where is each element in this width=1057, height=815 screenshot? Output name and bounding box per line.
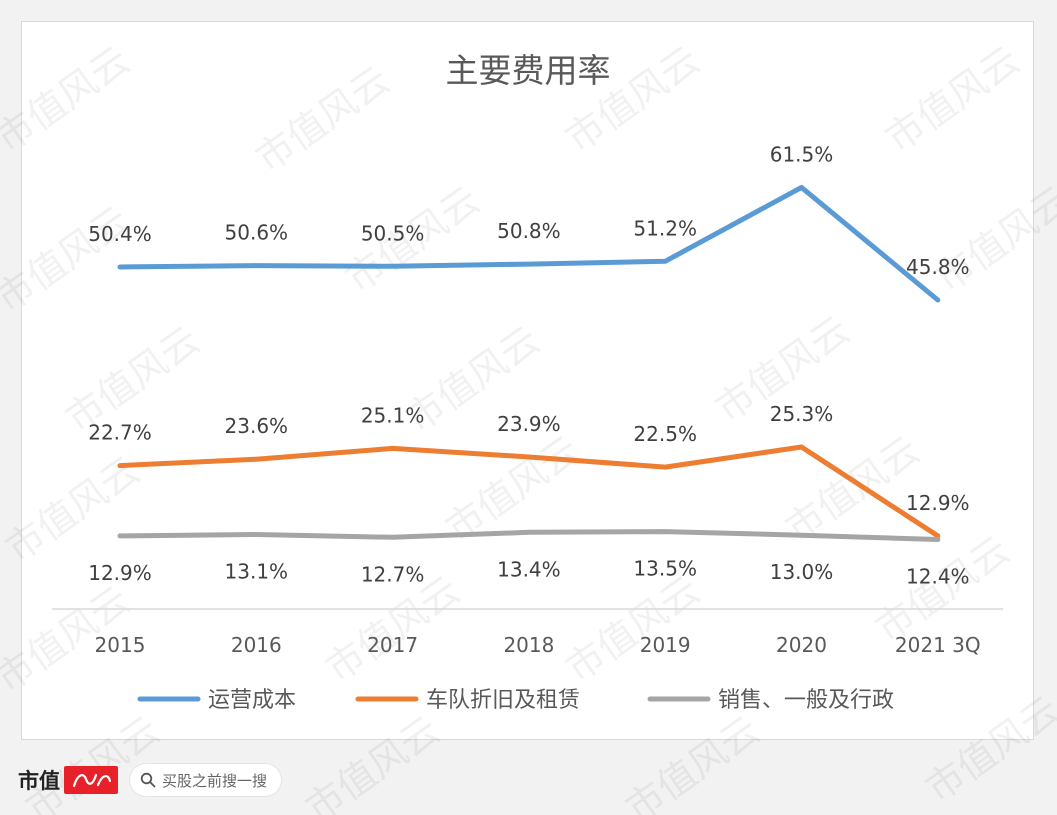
search-icon (140, 772, 156, 788)
watermark-text: 市值风云 (618, 708, 768, 815)
data-label: 50.8% (497, 219, 561, 243)
watermark-text: 市值风云 (0, 38, 137, 161)
data-label: 50.4% (88, 222, 152, 246)
x-tick-label: 2017 (367, 633, 418, 657)
data-label: 51.2% (633, 216, 697, 240)
watermark-text: 市值风云 (928, 178, 1057, 301)
legend-label: 车队折旧及租赁 (426, 688, 580, 713)
x-tick-label: 2018 (503, 633, 554, 657)
search-box[interactable]: 买股之前搜一搜 (130, 764, 282, 796)
data-label: 13.4% (497, 557, 561, 581)
watermark-text: 市值风云 (248, 58, 398, 181)
data-label: 23.6% (225, 414, 289, 438)
watermark-text: 市值风云 (558, 568, 708, 691)
footer-bar: 市值 买股之前搜一搜 (18, 760, 282, 800)
search-placeholder: 买股之前搜一搜 (162, 771, 268, 790)
brand-name: 市值 (18, 768, 60, 793)
x-tick-label: 2019 (640, 633, 691, 657)
chart-card (21, 21, 1034, 740)
data-label: 45.8% (906, 255, 970, 279)
data-label: 50.6% (225, 221, 289, 245)
legend-label: 销售、一般及行政 (718, 688, 894, 713)
series-line-1 (117, 184, 941, 303)
data-label: 12.9% (906, 491, 970, 515)
data-label: 13.1% (225, 560, 289, 584)
watermark-text: 市值风云 (878, 38, 1028, 161)
brand-mark-glyph (72, 773, 112, 788)
x-tick-label: 2020 (776, 633, 827, 657)
data-label: 22.7% (88, 421, 152, 445)
series-line-2 (117, 444, 941, 539)
x-tick-label: 2015 (95, 633, 146, 657)
data-label: 61.5% (770, 142, 834, 166)
data-label: 13.5% (633, 557, 697, 581)
series-line-3 (117, 529, 941, 542)
watermark-text: 市值风云 (0, 198, 137, 321)
x-tick-label: 2016 (231, 633, 282, 657)
watermark-text: 市值风云 (298, 708, 448, 815)
data-label: 12.7% (361, 562, 425, 586)
legend-label: 运营成本 (208, 688, 296, 713)
x-tick-label: 2021 3Q (895, 633, 981, 657)
data-label: 22.5% (633, 422, 697, 446)
chart-title: 主要费用率 (446, 51, 611, 90)
data-label: 13.0% (770, 560, 834, 584)
data-label: 12.4% (906, 565, 970, 589)
watermark-text: 市值风云 (918, 688, 1057, 811)
brand-mark-logo (64, 766, 118, 794)
data-label: 25.1% (361, 403, 425, 427)
data-label: 50.5% (361, 221, 425, 245)
data-label: 25.3% (770, 402, 834, 426)
data-label: 12.9% (88, 561, 152, 585)
brand-logo[interactable]: 市值 (18, 765, 118, 795)
data-label: 23.9% (497, 412, 561, 436)
